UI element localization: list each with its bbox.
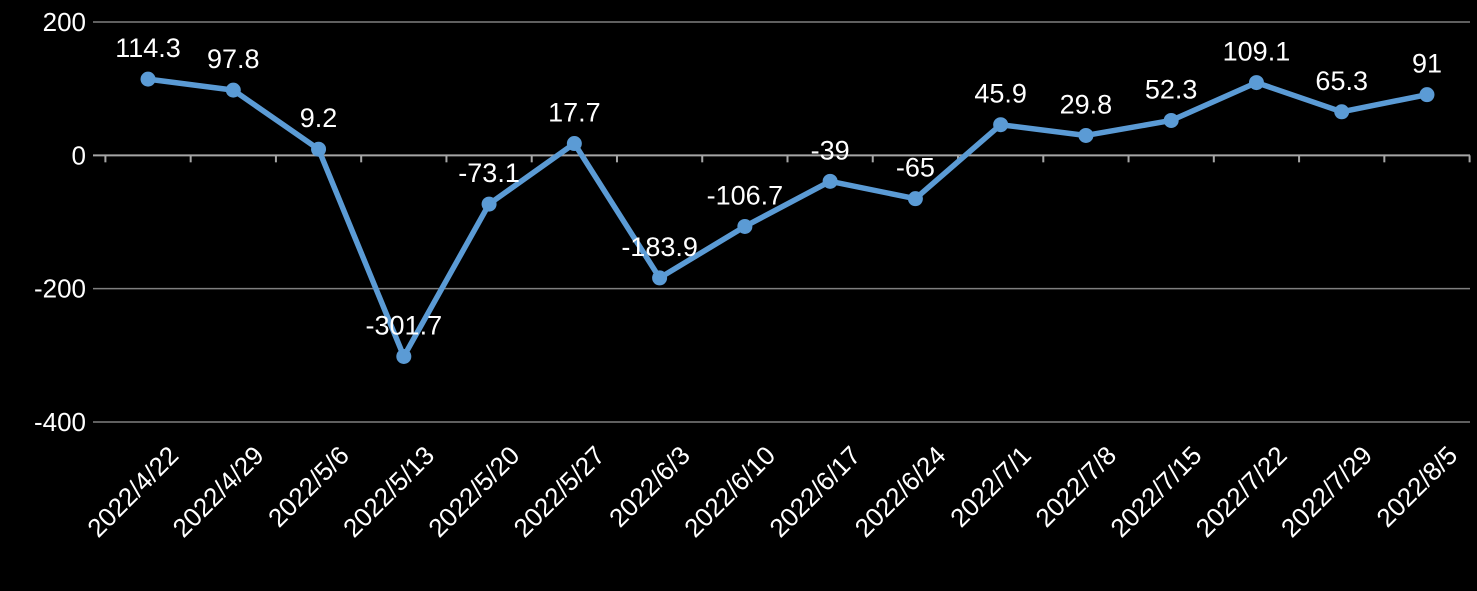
data-point-label: 45.9 xyxy=(974,79,1027,109)
data-point-marker xyxy=(1419,87,1435,103)
data-point-marker xyxy=(907,191,923,207)
data-point-marker xyxy=(737,218,753,234)
x-axis-category-label: 2022/4/29 xyxy=(167,440,270,543)
x-axis-category-label: 2022/7/15 xyxy=(1104,440,1207,543)
data-point-marker xyxy=(481,196,497,212)
data-point-marker xyxy=(1248,75,1264,91)
x-axis-category-label: 2022/4/22 xyxy=(81,440,184,543)
data-point-label: 109.1 xyxy=(1223,37,1291,67)
x-axis-category-label: 2022/8/5 xyxy=(1370,440,1463,533)
data-point-label: 29.8 xyxy=(1060,89,1113,119)
data-point-label: 65.3 xyxy=(1315,66,1368,96)
x-axis-category-label: 2022/5/13 xyxy=(337,440,440,543)
x-axis-category-label: 2022/7/1 xyxy=(944,440,1037,533)
x-axis-category-label: 2022/7/29 xyxy=(1275,440,1378,543)
data-point-label: 17.7 xyxy=(548,98,601,128)
data-point-marker xyxy=(1163,112,1179,128)
data-point-label: -65 xyxy=(896,153,935,183)
data-point-marker xyxy=(311,141,327,157)
data-point-marker xyxy=(1078,127,1094,143)
data-point-marker xyxy=(566,136,582,152)
data-point-marker xyxy=(993,117,1009,133)
data-point-label: -73.1 xyxy=(458,158,520,188)
y-axis-tick-label: -400 xyxy=(34,407,86,437)
data-point-marker xyxy=(652,270,668,286)
data-point-marker xyxy=(822,173,838,189)
y-axis-tick-label: -200 xyxy=(34,274,86,304)
data-point-label: -301.7 xyxy=(366,310,443,340)
x-axis-category-label: 2022/5/27 xyxy=(508,440,611,543)
x-axis-category-label: 2022/6/17 xyxy=(763,440,866,543)
data-point-marker xyxy=(1334,104,1350,120)
data-point-marker xyxy=(396,348,412,364)
data-point-marker xyxy=(225,82,241,98)
data-point-label: 9.2 xyxy=(300,103,338,133)
data-point-label: 52.3 xyxy=(1145,74,1198,104)
y-axis-tick-label: 200 xyxy=(43,7,86,37)
x-axis-category-label: 2022/6/10 xyxy=(678,440,781,543)
data-point-label: 91 xyxy=(1412,49,1442,79)
data-point-label: 114.3 xyxy=(115,33,181,63)
data-point-label: -106.7 xyxy=(707,180,784,210)
data-point-marker xyxy=(140,71,156,87)
data-point-label: -39 xyxy=(811,135,850,165)
x-axis-category-label: 2022/7/22 xyxy=(1190,440,1293,543)
data-point-label: 97.8 xyxy=(207,44,260,74)
data-point-label: -183.9 xyxy=(621,232,698,262)
x-axis-category-label: 2022/5/20 xyxy=(422,440,525,543)
y-axis-tick-label: 0 xyxy=(72,140,86,170)
series-line xyxy=(145,76,1430,360)
x-axis-category-label: 2022/6/24 xyxy=(849,440,952,543)
